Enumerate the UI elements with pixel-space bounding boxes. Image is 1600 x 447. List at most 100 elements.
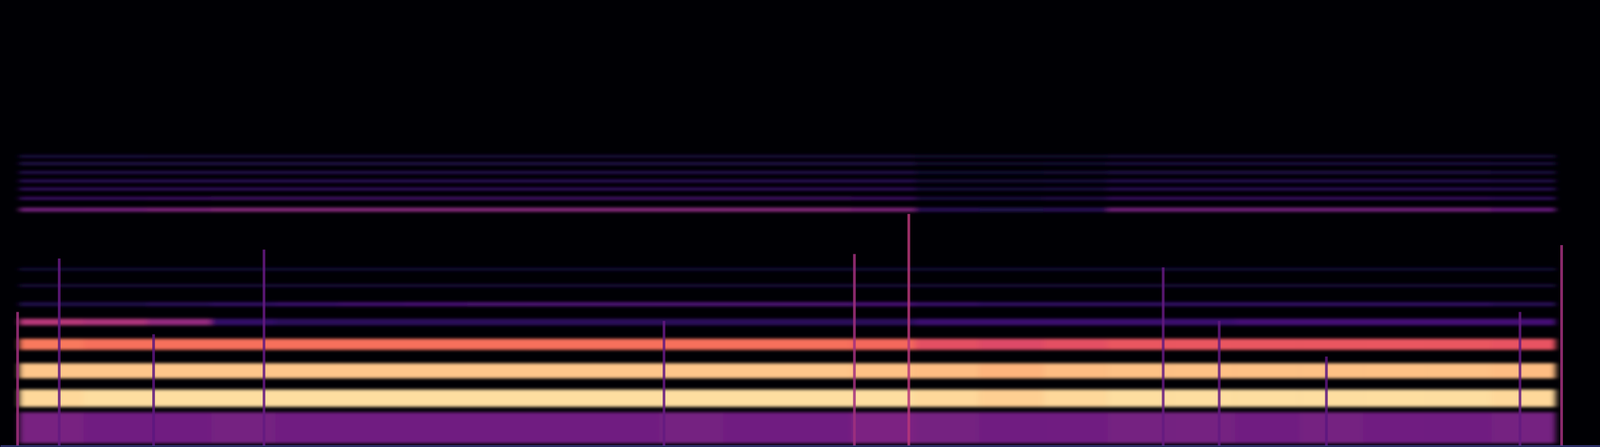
cell <box>723 389 788 408</box>
cell <box>595 302 660 307</box>
transient <box>1325 356 1328 446</box>
cell <box>147 268 213 271</box>
transient <box>1161 267 1165 446</box>
cell <box>723 318 788 326</box>
cell <box>19 207 85 212</box>
cell <box>339 318 405 326</box>
cell <box>467 187 532 191</box>
cell <box>1235 154 1300 158</box>
cell <box>659 389 724 408</box>
cell <box>723 284 788 287</box>
cell <box>659 338 724 351</box>
cell <box>339 171 405 174</box>
cell <box>1171 162 1236 165</box>
cell <box>339 302 405 307</box>
cell <box>1426 187 1492 191</box>
cell <box>915 302 980 307</box>
cell <box>979 268 1044 271</box>
cell <box>1235 162 1300 165</box>
cell <box>531 389 596 408</box>
cell <box>275 389 341 408</box>
cell <box>275 318 341 326</box>
cell <box>531 171 596 174</box>
cell <box>979 363 1044 380</box>
cell <box>1235 389 1300 408</box>
cell <box>595 338 660 351</box>
cell <box>1426 162 1492 165</box>
cell <box>1426 207 1492 212</box>
cell <box>1171 154 1236 158</box>
cell <box>403 187 469 191</box>
cell <box>915 179 980 183</box>
cell <box>659 363 724 380</box>
cell <box>1171 363 1236 380</box>
cell <box>1235 187 1300 191</box>
cell <box>211 162 277 165</box>
cell <box>1298 389 1364 408</box>
cell <box>339 389 405 408</box>
cell <box>211 179 277 183</box>
cell <box>531 268 596 271</box>
y-axis-line <box>0 0 1 447</box>
y-axis <box>0 0 1 447</box>
cell <box>403 154 469 158</box>
cell <box>851 338 916 351</box>
cell <box>595 363 660 380</box>
row <box>19 197 1556 200</box>
cell <box>531 338 596 351</box>
cell <box>1362 268 1428 271</box>
cell <box>1043 412 1108 444</box>
cell <box>1298 363 1364 380</box>
cell <box>851 162 916 165</box>
cell <box>339 187 405 191</box>
cell <box>1107 171 1172 174</box>
cell <box>531 162 596 165</box>
cell <box>979 162 1044 165</box>
cell <box>595 162 660 165</box>
cell <box>1171 197 1236 200</box>
cell <box>851 412 916 444</box>
cell <box>1490 389 1556 408</box>
cell <box>531 154 596 158</box>
cell <box>1426 318 1492 326</box>
cell <box>1298 338 1364 351</box>
cell <box>1298 179 1364 183</box>
plot-background <box>0 0 1600 446</box>
cell <box>1171 171 1236 174</box>
cell <box>275 179 341 183</box>
cell <box>467 389 532 408</box>
cell <box>1107 162 1172 165</box>
cell <box>1426 284 1492 287</box>
row <box>19 268 1556 271</box>
cell <box>787 363 852 380</box>
cell <box>851 389 916 408</box>
cell <box>403 318 469 326</box>
cell <box>595 187 660 191</box>
cell <box>467 154 532 158</box>
cell <box>19 363 85 380</box>
cell <box>531 207 596 212</box>
cell <box>19 389 85 408</box>
cell <box>83 268 149 271</box>
cell <box>659 284 724 287</box>
cell <box>915 268 980 271</box>
cell <box>339 162 405 165</box>
cell <box>211 363 277 380</box>
cell <box>403 284 469 287</box>
cell <box>1362 187 1428 191</box>
cell <box>1490 207 1556 212</box>
cell <box>1171 268 1236 271</box>
cell <box>1362 197 1428 200</box>
cell <box>211 171 277 174</box>
cell <box>723 197 788 200</box>
cell <box>1490 338 1556 351</box>
row <box>19 171 1556 174</box>
transient <box>1560 245 1563 446</box>
cell <box>915 171 980 174</box>
cell <box>851 207 916 212</box>
cell <box>1043 187 1108 191</box>
cell <box>659 268 724 271</box>
cell <box>1043 268 1108 271</box>
cell <box>1362 412 1428 444</box>
cell <box>1171 318 1236 326</box>
